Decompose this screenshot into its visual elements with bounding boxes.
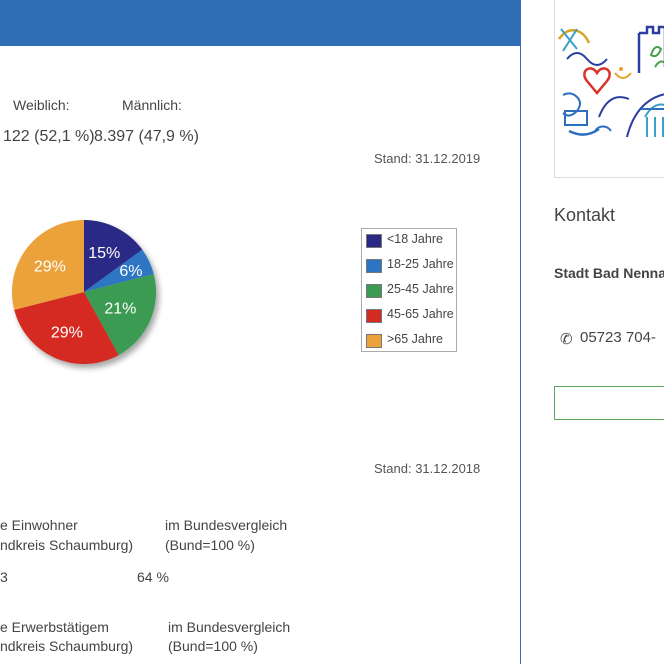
residents-label: e Einwohner	[0, 517, 78, 533]
legend-label: 25-45 Jahre	[387, 282, 454, 296]
residents-sublabel: ndkreis Schaumburg)	[0, 537, 134, 553]
legend-swatch	[366, 334, 382, 348]
legend-swatch	[366, 234, 382, 248]
city-logo-illustration	[557, 25, 664, 138]
pie-slice	[14, 292, 119, 364]
legend-label: <18 Jahre	[387, 232, 443, 246]
pie-data-label: 29%	[34, 259, 66, 276]
male-label: Männlich:	[122, 97, 182, 113]
federal-compare-sublabel-2: (Bund=100 %)	[168, 638, 258, 654]
legend-item: 25-45 Jahre	[366, 281, 454, 303]
pie-slice	[84, 249, 154, 292]
main-content: Weiblich: Männlich: 122 (52,1 %) 8.397 (…	[0, 0, 521, 664]
legend-label: 45-65 Jahre	[387, 307, 454, 321]
organization-name: Stadt Bad Nenna	[554, 265, 664, 281]
male-value: 8.397 (47,9 %)	[94, 128, 199, 145]
legend-label: 18-25 Jahre	[387, 257, 454, 271]
chart-legend: <18 Jahre 18-25 Jahre 25-45 Jahre 45-65 …	[361, 228, 457, 352]
federal-compare-sublabel: (Bund=100 %)	[165, 537, 255, 553]
residents-value: 3	[0, 569, 8, 585]
federal-compare-label-2: im Bundesvergleich	[168, 619, 291, 635]
legend-item: <18 Jahre	[366, 231, 454, 253]
federal-compare-label: im Bundesvergleich	[165, 517, 288, 533]
employed-sublabel: ndkreis Schaumburg)	[0, 638, 134, 654]
city-logo	[554, 0, 664, 178]
pie-slice	[84, 274, 156, 356]
legend-item: 45-65 Jahre	[366, 306, 454, 328]
female-label: Weiblich:	[13, 97, 70, 113]
legend-item: 18-25 Jahre	[366, 256, 454, 278]
legend-swatch	[366, 309, 382, 323]
phone-link[interactable]: 05723 704-	[580, 329, 656, 346]
phone-icon: ✆	[560, 331, 573, 348]
contact-heading: Kontakt	[554, 205, 616, 225]
pie-svg: 15%6% 21% 29% 29%	[11, 220, 156, 364]
legend-swatch	[366, 284, 382, 298]
residents-compare-value: 64 %	[137, 569, 169, 585]
legend-swatch	[366, 259, 382, 273]
stand-date-2019: Stand: 31.12.2019	[374, 151, 481, 166]
pie-data-label: 21%	[104, 301, 136, 318]
pie-data-label: 6%	[119, 263, 142, 280]
stand-date-2018: Stand: 31.12.2018	[374, 461, 481, 476]
pie-slice	[11, 220, 84, 310]
age-pie-chart: 15% 6% 21% 29% 29%	[0, 206, 180, 386]
legend-item: >65 Jahre	[366, 331, 454, 353]
contact-button[interactable]	[554, 386, 664, 420]
female-value: 122 (52,1 %)	[3, 128, 95, 145]
pie-data-label: 15%	[88, 245, 120, 262]
pie-slice	[84, 220, 143, 292]
employed-label: e Erwerbstätigem	[0, 619, 109, 635]
legend-label: >65 Jahre	[387, 332, 443, 346]
top-banner	[0, 0, 521, 46]
pie-data-label: 29%	[51, 325, 83, 342]
